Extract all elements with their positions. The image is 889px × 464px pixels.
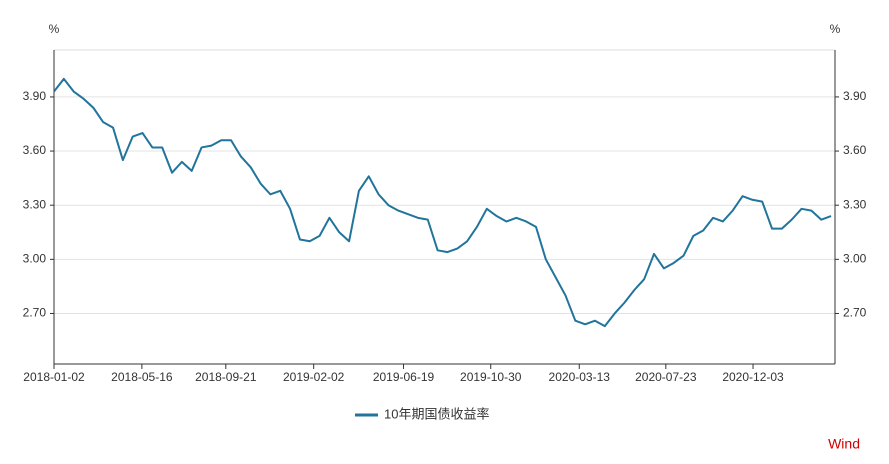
x-tick-label: 2020-12-03	[722, 370, 784, 384]
y-tick-label: 3.30	[23, 197, 47, 211]
x-tick-label: 2018-01-02	[23, 370, 85, 384]
legend-label: 10年期国债收益率	[384, 406, 489, 421]
y2-tick-label: 3.00	[843, 252, 867, 266]
y-tick-label: 2.70	[23, 306, 47, 320]
y2-tick-label: 3.60	[843, 143, 867, 157]
y-tick-label: 3.90	[23, 89, 47, 103]
x-tick-label: 2018-09-21	[195, 370, 257, 384]
x-tick-label: 2018-05-16	[111, 370, 173, 384]
source: Wind	[828, 436, 860, 452]
y2-axis-unit: %	[830, 22, 841, 36]
x-tick-label: 2019-06-19	[373, 370, 435, 384]
x-tick-label: 2020-07-23	[635, 370, 697, 384]
x-tick-label: 2019-10-30	[460, 370, 522, 384]
y-axis-unit: %	[49, 22, 60, 36]
x-tick-label: 2020-03-13	[549, 370, 611, 384]
y2-tick-label: 3.90	[843, 89, 867, 103]
data-line	[53, 77, 832, 328]
x-tick-label: 2019-02-02	[283, 370, 345, 384]
y-tick-label: 3.60	[23, 143, 47, 157]
y2-tick-label: 3.30	[843, 197, 867, 211]
y-tick-label: 3.00	[23, 252, 47, 266]
y2-tick-label: 2.70	[843, 306, 867, 320]
